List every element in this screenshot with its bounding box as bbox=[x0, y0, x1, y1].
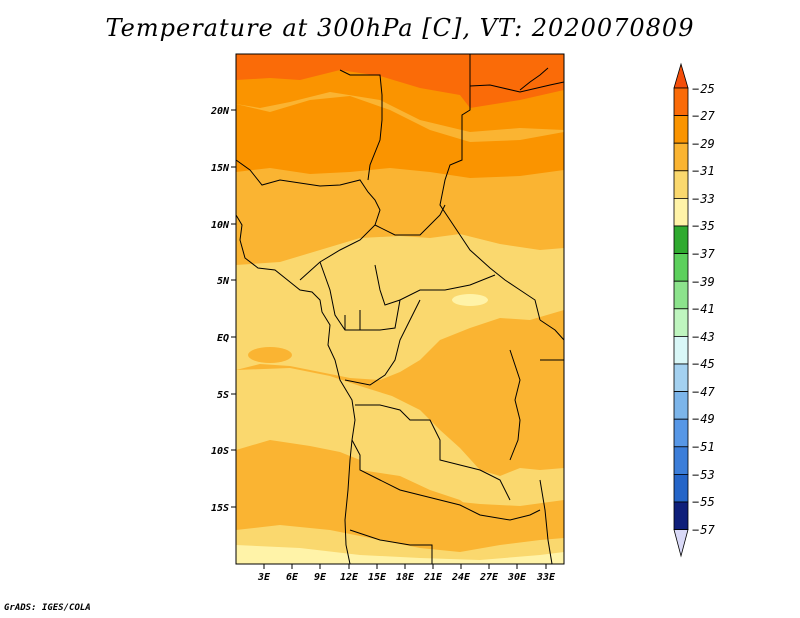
colorbar-top-arrow bbox=[673, 62, 689, 89]
lon-label: 18E bbox=[396, 572, 415, 583]
lon-label: 24E bbox=[451, 572, 471, 583]
colorbar-label: 29 bbox=[692, 138, 714, 150]
colorbar-label: 51 bbox=[692, 441, 714, 453]
colorbar-label: 49 bbox=[692, 413, 714, 425]
colorbar-label: 43 bbox=[692, 331, 714, 343]
lon-label: 9E bbox=[314, 572, 327, 583]
colorbar-label: 25 bbox=[692, 83, 714, 95]
lat-label: 5S bbox=[217, 390, 229, 401]
colorbar-label: 27 bbox=[692, 110, 714, 122]
lon-label: 21E bbox=[423, 572, 443, 583]
lat-label: EQ bbox=[217, 333, 229, 344]
colorbar-label: 39 bbox=[692, 276, 714, 288]
lat-label: 20N bbox=[210, 106, 230, 117]
lon-label: 3E bbox=[257, 572, 271, 583]
colorbar-label: 47 bbox=[692, 386, 714, 398]
lat-label: 10S bbox=[211, 446, 229, 457]
colorbar-label: 45 bbox=[692, 358, 714, 370]
lon-label: 12E bbox=[340, 572, 359, 583]
lat-label: 5N bbox=[217, 276, 230, 287]
coastlines-and-borders bbox=[235, 54, 565, 565]
lat-label: 15S bbox=[211, 503, 229, 514]
lat-label: 15N bbox=[211, 163, 230, 174]
colorbar-label: 35 bbox=[692, 220, 714, 232]
colorbar-label: 41 bbox=[692, 303, 714, 315]
lon-label: 30E bbox=[507, 572, 527, 583]
temperature-field bbox=[236, 54, 564, 564]
colorbar-label: 33 bbox=[692, 193, 714, 205]
lon-label: 27E bbox=[479, 572, 499, 583]
colorbar-label: 37 bbox=[692, 248, 714, 260]
latitude-axis: 20N 15N 10N 5N EQ 5S 10S 15S bbox=[210, 106, 236, 514]
colorbar bbox=[673, 62, 689, 558]
colorbar-label: 53 bbox=[692, 469, 714, 481]
colorbar-bottom-arrow bbox=[673, 529, 689, 558]
colorbar-label: 57 bbox=[692, 524, 714, 536]
colorbar-label: 55 bbox=[692, 496, 714, 508]
lon-label: 6E bbox=[286, 572, 299, 583]
lat-label: 10N bbox=[211, 220, 230, 231]
colorbar-label: 31 bbox=[692, 165, 714, 177]
map-frame bbox=[235, 53, 565, 565]
lon-label: 33E bbox=[536, 572, 556, 583]
map-title: Temperature at 300hPa [C], VT: 202007080… bbox=[105, 14, 695, 42]
longitude-axis: 3E 6E 9E 12E 15E 18E 21E 24E 27E 30E 33E bbox=[257, 564, 556, 583]
lon-label: 15E bbox=[368, 572, 387, 583]
grads-credit: GrADS: IGES/COLA bbox=[4, 603, 91, 613]
